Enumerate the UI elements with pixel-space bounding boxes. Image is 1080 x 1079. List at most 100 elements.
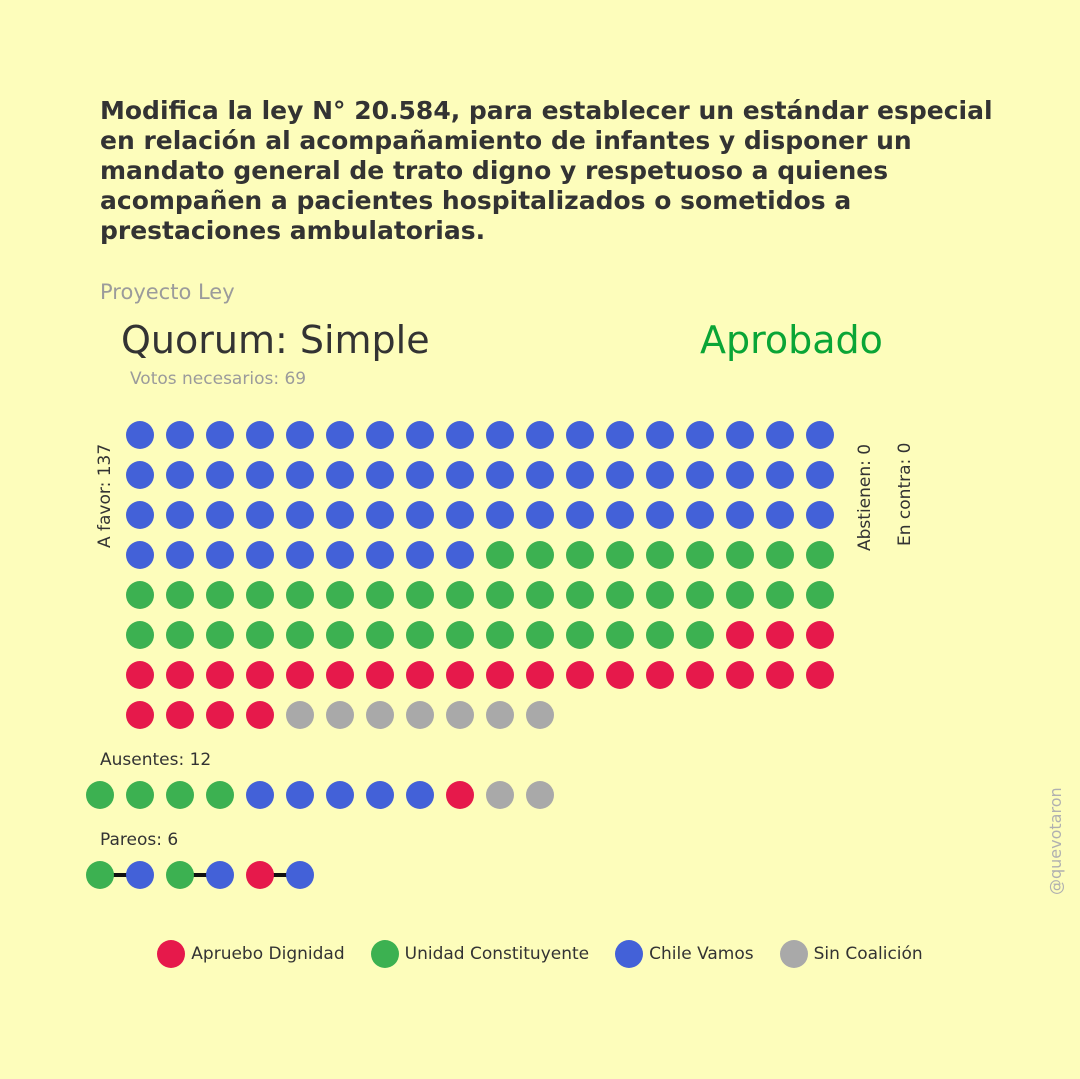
- ausente-dot: [366, 781, 394, 809]
- a-favor-dot: [246, 701, 274, 729]
- votes-needed-label: Votos necesarios: 69: [130, 369, 307, 389]
- a-favor-dot: [486, 621, 514, 649]
- legend-label: Sin Coalición: [813, 944, 923, 964]
- a-favor-dot: [206, 461, 234, 489]
- a-favor-dot: [526, 661, 554, 689]
- a-favor-dot: [126, 701, 154, 729]
- legend-item: Apruebo Dignidad: [157, 940, 345, 968]
- pareo-dot: [286, 861, 314, 889]
- a-favor-dot: [606, 461, 634, 489]
- a-favor-dot: [806, 581, 834, 609]
- a-favor-dot: [206, 621, 234, 649]
- a-favor-dot: [206, 701, 234, 729]
- a-favor-dot: [366, 541, 394, 569]
- a-favor-dot: [726, 541, 754, 569]
- a-favor-dot: [246, 501, 274, 529]
- legend-swatch: [157, 940, 186, 968]
- a-favor-dot: [366, 421, 394, 449]
- a-favor-dot: [526, 461, 554, 489]
- a-favor-dot: [686, 621, 714, 649]
- a-favor-dot: [606, 541, 634, 569]
- pareo-dot: [166, 861, 194, 889]
- a-favor-dot: [646, 621, 674, 649]
- a-favor-dot: [446, 661, 474, 689]
- a-favor-dot: [206, 541, 234, 569]
- a-favor-dot: [326, 421, 354, 449]
- a-favor-dot: [366, 621, 394, 649]
- a-favor-dot: [166, 621, 194, 649]
- a-favor-dot: [606, 421, 634, 449]
- a-favor-dot: [286, 461, 314, 489]
- legend-swatch: [779, 940, 808, 968]
- a-favor-dot: [566, 461, 594, 489]
- a-favor-dot: [246, 421, 274, 449]
- a-favor-dot: [766, 421, 794, 449]
- a-favor-dot: [286, 501, 314, 529]
- a-favor-dot: [566, 621, 594, 649]
- a-favor-dot: [726, 621, 754, 649]
- legend: Apruebo Dignidad Unidad Constituyente Chil…: [0, 940, 1080, 968]
- a-favor-dot: [126, 541, 154, 569]
- a-favor-dot: [326, 541, 354, 569]
- ausente-dot: [86, 781, 114, 809]
- a-favor-dot: [486, 701, 514, 729]
- a-favor-dot: [206, 661, 234, 689]
- a-favor-dot: [606, 621, 634, 649]
- a-favor-dot: [606, 661, 634, 689]
- a-favor-dot: [246, 541, 274, 569]
- a-favor-dot: [646, 421, 674, 449]
- a-favor-dot: [446, 581, 474, 609]
- a-favor-dot: [446, 621, 474, 649]
- a-favor-dot: [566, 661, 594, 689]
- a-favor-dot: [446, 541, 474, 569]
- a-favor-dot: [326, 701, 354, 729]
- a-favor-dot: [246, 661, 274, 689]
- a-favor-dot: [726, 461, 754, 489]
- a-favor-dot: [566, 421, 594, 449]
- a-favor-dot: [526, 581, 554, 609]
- a-favor-dot: [286, 621, 314, 649]
- a-favor-dot: [246, 621, 274, 649]
- a-favor-dot: [326, 661, 354, 689]
- a-favor-dot: [686, 461, 714, 489]
- a-favor-dot: [566, 581, 594, 609]
- pareo-dot: [246, 861, 274, 889]
- chart-title: Modifica la ley N° 20.584, para establec…: [100, 96, 993, 245]
- a-favor-dot: [406, 701, 434, 729]
- a-favor-dot: [286, 661, 314, 689]
- a-favor-dot: [566, 541, 594, 569]
- a-favor-dot: [686, 541, 714, 569]
- legend-label: Unidad Constituyente: [404, 944, 590, 964]
- a-favor-dot: [326, 501, 354, 529]
- ausente-dot: [246, 781, 274, 809]
- a-favor-dot: [526, 541, 554, 569]
- ausente-dot: [286, 781, 314, 809]
- a-favor-dot: [766, 541, 794, 569]
- a-favor-dot: [526, 501, 554, 529]
- a-favor-dot: [486, 581, 514, 609]
- a-favor-dot: [566, 501, 594, 529]
- a-favor-dot: [246, 461, 274, 489]
- a-favor-dot: [166, 421, 194, 449]
- a-favor-dot: [446, 461, 474, 489]
- a-favor-dot: [806, 461, 834, 489]
- a-favor-dot: [326, 461, 354, 489]
- a-favor-dot: [326, 621, 354, 649]
- ausente-dot: [446, 781, 474, 809]
- a-favor-dot: [766, 501, 794, 529]
- a-favor-dot: [406, 621, 434, 649]
- a-favor-dot: [166, 701, 194, 729]
- a-favor-dot: [126, 421, 154, 449]
- bill-type: Proyecto Ley: [100, 280, 235, 304]
- a-favor-dot: [806, 421, 834, 449]
- legend-item: Sin Coalición: [779, 940, 923, 968]
- a-favor-dot: [286, 541, 314, 569]
- a-favor-dot: [366, 581, 394, 609]
- a-favor-dot: [166, 501, 194, 529]
- a-favor-dot: [486, 421, 514, 449]
- a-favor-dot: [166, 581, 194, 609]
- a-favor-dot: [206, 421, 234, 449]
- a-favor-dot: [526, 621, 554, 649]
- a-favor-dot: [726, 581, 754, 609]
- a-favor-dot: [766, 581, 794, 609]
